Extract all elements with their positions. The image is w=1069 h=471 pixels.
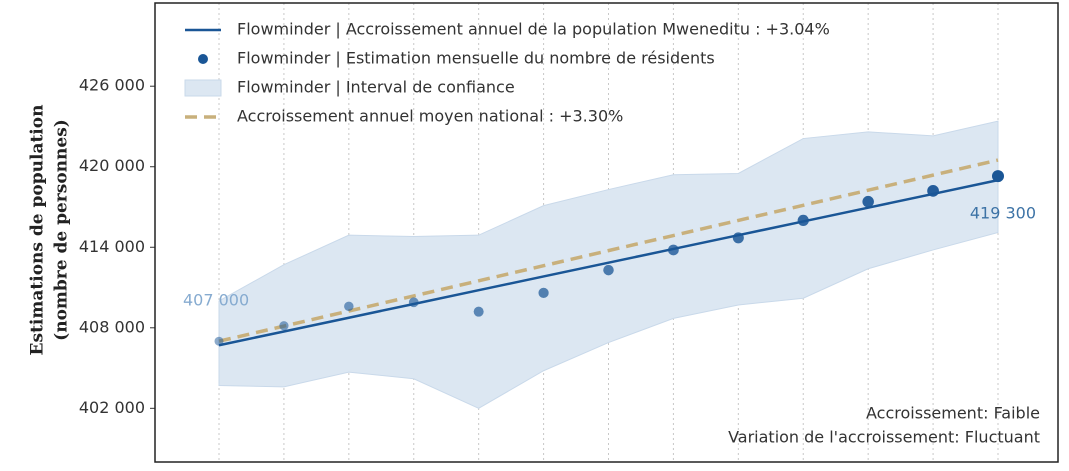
legend-label: Flowminder | Interval de confiance: [237, 78, 515, 97]
point: [538, 287, 549, 299]
point: [279, 321, 289, 331]
confidence-band: [218, 120, 999, 409]
point: [927, 185, 939, 197]
y-tick-label: 402 000: [79, 398, 145, 417]
legend-label: Accroissement annuel moyen national : +3…: [237, 107, 623, 126]
y-tick-label: 426 000: [79, 76, 145, 95]
y-tick-label: 408 000: [79, 317, 145, 336]
point: [668, 244, 679, 256]
legend-symbol: [184, 79, 222, 97]
plot-border: [154, 2, 1059, 463]
point: [473, 306, 484, 317]
note: Accroissement: Faible: [866, 404, 1040, 423]
point: [603, 264, 614, 276]
note: Variation de l'accroissement: Fluctuant: [728, 428, 1040, 447]
y-tick-label: 420 000: [79, 156, 145, 175]
plot-area: [214, 3, 1004, 462]
annotation: 419 300: [970, 204, 1036, 223]
annotation: 407 000: [183, 291, 249, 310]
point: [408, 297, 419, 308]
y-axis-label: Estimations de population: [28, 105, 48, 356]
point: [797, 214, 809, 227]
legend-label: Flowminder | Accroissement annuel de la …: [237, 20, 830, 39]
point: [344, 301, 354, 312]
point: [732, 232, 744, 244]
point: [214, 336, 224, 346]
legend-symbol: [198, 54, 208, 64]
y-axis-label: (nombre de personnes): [52, 119, 72, 341]
trend-line: [218, 178, 999, 347]
point: [992, 170, 1004, 183]
y-tick-label: 414 000: [79, 237, 145, 256]
legend-label: Flowminder | Estimation mensuelle du nom…: [237, 49, 715, 68]
point: [862, 195, 874, 208]
